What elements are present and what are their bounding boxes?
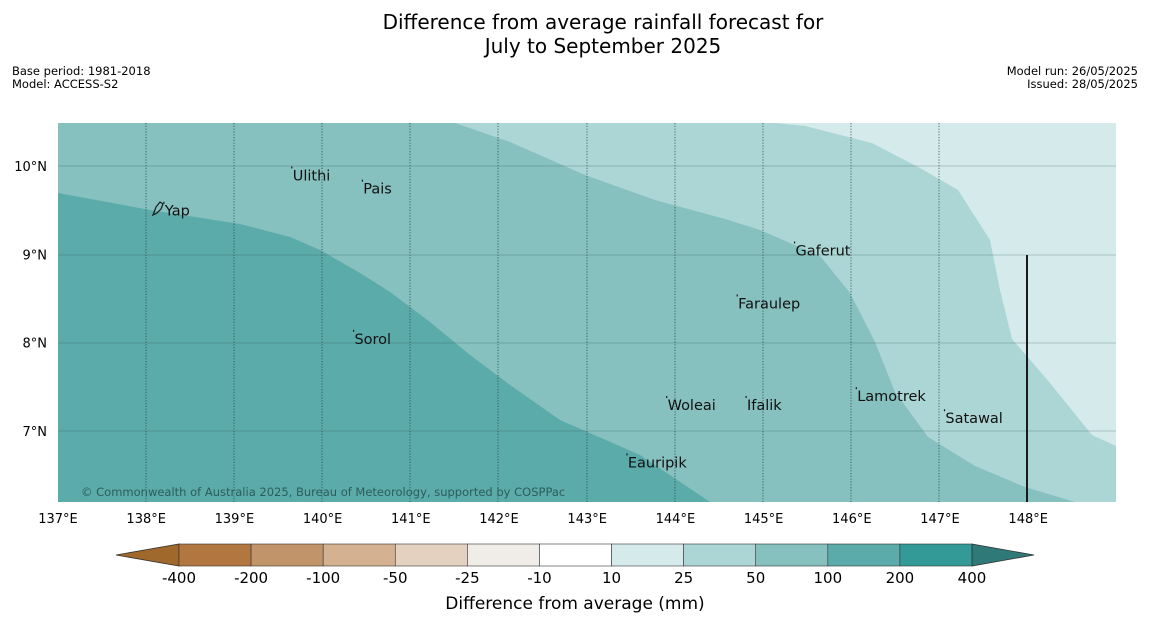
legend-tick-label: -200: [234, 569, 268, 587]
yap-island-outline: [151, 201, 164, 217]
legend-tick-label: 25: [674, 569, 693, 587]
island-marker: [626, 453, 628, 456]
island-marker: [352, 329, 355, 332]
lon-tick-label: 142°E: [479, 512, 519, 527]
legend-swatch: [899, 543, 973, 567]
place-label: Pais: [363, 182, 392, 198]
lat-tick-label: 9°N: [23, 248, 48, 263]
copyright-notice: © Commonwealth of Australia 2025, Bureau…: [81, 485, 565, 499]
lat-tick-label: 10°N: [14, 160, 47, 175]
zone-50: [455, 123, 1116, 502]
place-label: Gaferut: [795, 243, 850, 259]
legend-title: Difference from average (mm): [445, 594, 705, 614]
place-label: Ulithi: [293, 168, 331, 184]
island-marker: [666, 395, 668, 398]
lon-tick-label: 148°E: [1008, 512, 1048, 527]
place-label: Woleai: [668, 398, 716, 414]
lat-tick-label: 7°N: [23, 425, 48, 440]
island-marker: [361, 179, 363, 182]
lon-tick-label: 139°E: [215, 512, 255, 527]
island-marker: [745, 395, 747, 398]
legend-arrow-high: [971, 543, 1035, 567]
legend-tick-label: -100: [306, 569, 340, 587]
lon-tick-label: 141°E: [391, 512, 431, 527]
graticule: [58, 123, 1116, 502]
island-marker: [291, 166, 293, 169]
island-marker: [736, 294, 738, 297]
legend-swatch: [250, 543, 324, 567]
issued-label: Issued: 28/05/2025: [1027, 77, 1138, 91]
lon-tick-label: 143°E: [567, 512, 607, 527]
legend-tick-label: 10: [602, 569, 621, 587]
place-labels: Yap Ulithi Pais Gaferut Faraulep Sorol Woleai I…: [163, 166, 1003, 471]
legend-swatch: [683, 543, 757, 567]
legend-tick-label: -50: [383, 569, 408, 587]
place-label: Faraulep: [738, 296, 800, 312]
legend-tick-label: 100: [813, 569, 842, 587]
lon-tick-label: 146°E: [832, 512, 872, 527]
legend-tick-label: 400: [958, 569, 987, 587]
latitude-labels: 10°N 9°N 8°N 7°N: [14, 160, 47, 440]
legend-swatch: [467, 543, 540, 567]
place-label: Ifalik: [747, 398, 782, 414]
place-label: Lamotrek: [857, 389, 926, 405]
legend-arrow-low: [115, 543, 180, 567]
legend-tick-label: 50: [746, 569, 765, 587]
meta-left: Base period: 1981-2018 Model: ACCESS-S2: [12, 65, 151, 91]
lon-tick-label: 145°E: [744, 512, 784, 527]
lon-tick-label: 144°E: [656, 512, 696, 527]
island-marker: [855, 387, 857, 390]
legend-swatch: [539, 543, 612, 567]
map-title: Difference from average rainfall forecas…: [0, 10, 1150, 58]
legend-tick-label: -400: [162, 569, 196, 587]
place-label: Satawal: [945, 411, 1002, 427]
legend-swatch: [322, 543, 396, 567]
lon-tick-label: 138°E: [126, 512, 166, 527]
legend-swatch: [827, 543, 901, 567]
title-line-1: Difference from average rainfall forecas…: [382, 10, 824, 34]
longitude-labels: 137°E 138°E 139°E 140°E 141°E 142°E 143°E 144°E…: [38, 512, 1048, 527]
rainfall-zones: [58, 123, 1116, 502]
model-run-label: Model run: 26/05/2025: [1006, 64, 1138, 78]
colour-legend: -400 -200 -100 -50 -25 -10 10 25 50 100 200 400: [115, 543, 1035, 587]
legend-swatch: [178, 543, 252, 567]
lon-tick-label: 140°E: [303, 512, 343, 527]
place-label: Eauripik: [628, 455, 687, 471]
legend-swatch: [611, 543, 684, 567]
title-line-2: July to September 2025: [484, 34, 722, 58]
meta-right: Model run: 26/05/2025 Issued: 28/05/2025: [1007, 65, 1138, 91]
legend-swatch: [394, 543, 468, 567]
legend-tick-label: -25: [455, 569, 480, 587]
base-period-label: Base period: 1981-2018: [12, 64, 151, 78]
legend-swatch: [755, 543, 829, 567]
place-label: Yap: [164, 204, 190, 220]
lon-tick-label: 137°E: [38, 512, 78, 527]
zone-25: [775, 123, 1116, 446]
island-marker: [793, 241, 796, 244]
island-marker: [943, 409, 946, 412]
legend-tick-label: 200: [886, 569, 915, 587]
lon-tick-label: 147°E: [920, 512, 960, 527]
place-label: Sorol: [354, 332, 391, 348]
legend-tick-label: -10: [527, 569, 552, 587]
island-marker: [163, 201, 165, 204]
lat-tick-label: 8°N: [23, 337, 48, 352]
model-label: Model: ACCESS-S2: [12, 77, 119, 91]
